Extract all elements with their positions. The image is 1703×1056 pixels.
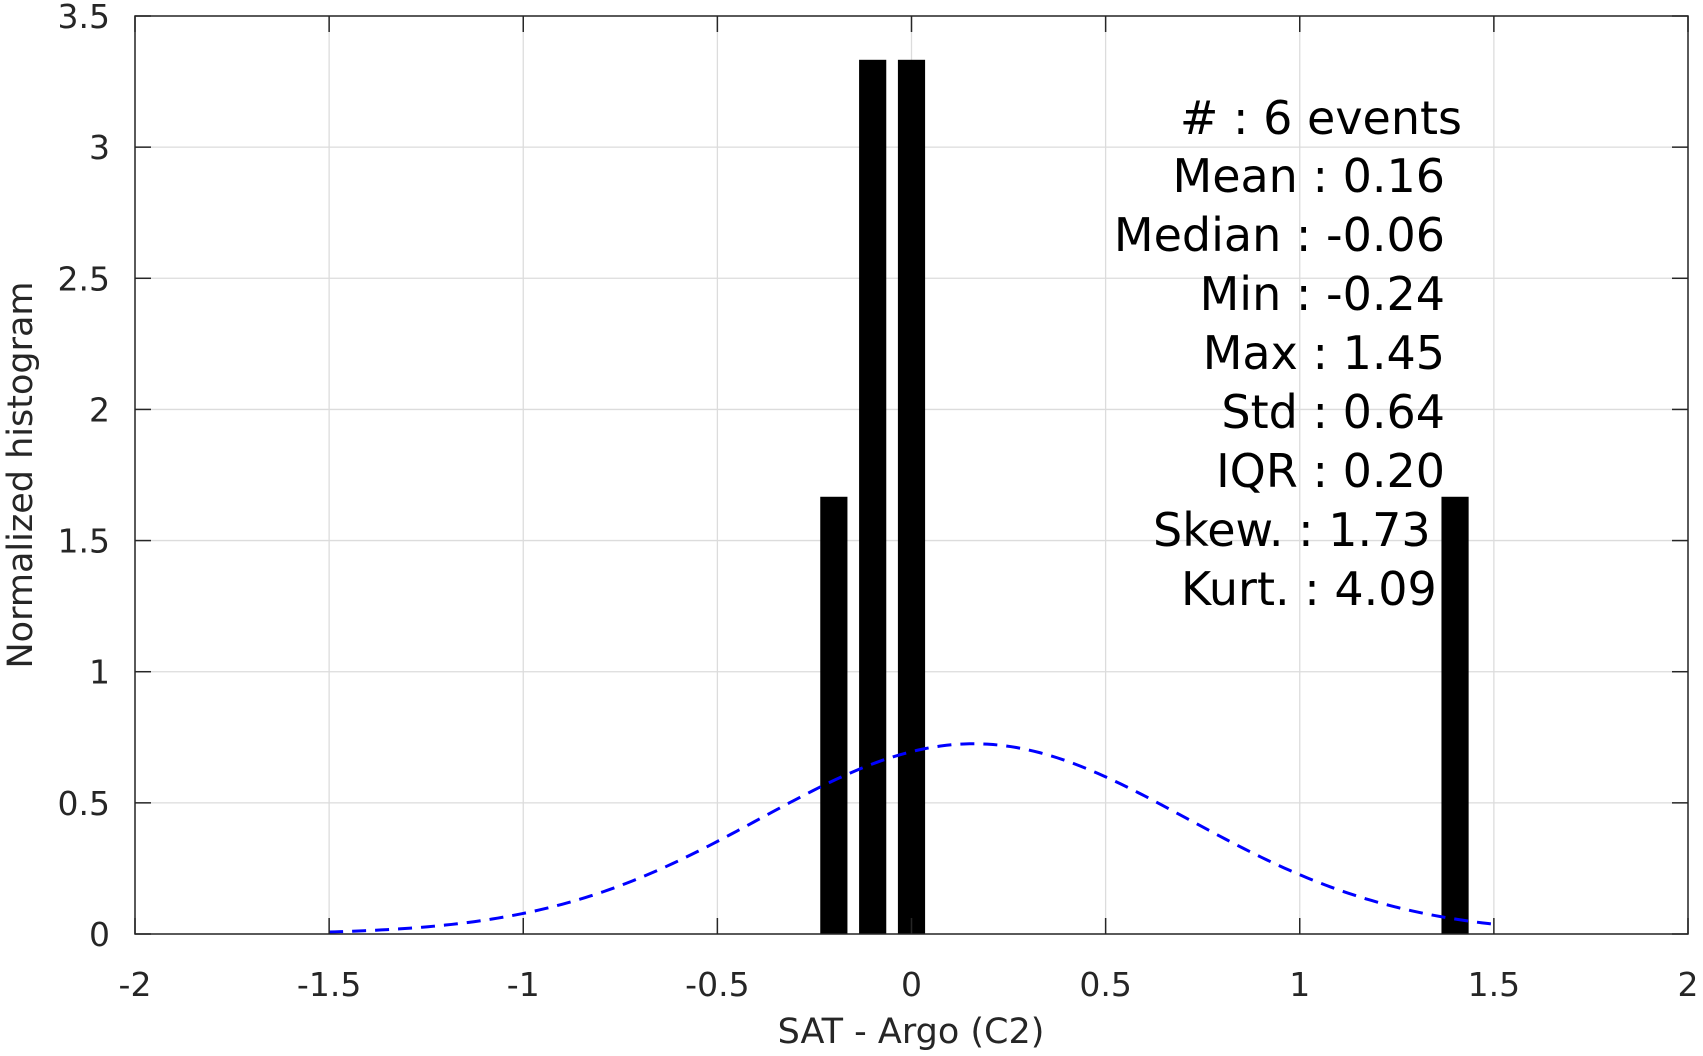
stat-line: Mean : 0.16 xyxy=(1173,149,1446,203)
stat-line: # : 6 events xyxy=(1180,91,1462,145)
y-tick-label: 3.5 xyxy=(58,0,110,36)
normal-fit-curve xyxy=(329,742,1495,934)
y-tick-label: 1 xyxy=(89,653,110,692)
x-tick-label: 1 xyxy=(1289,965,1310,1004)
stat-line: Std : 0.64 xyxy=(1221,385,1445,439)
axis-ticks: -2 -1.5 -1 -0.5 0 0.5 1 1.5 2 0 0.5 1 1.5 2 2.5 3 3.5 xyxy=(58,0,1699,1004)
x-tick-label: -2 xyxy=(119,965,152,1004)
x-tick-label: 1.5 xyxy=(1468,965,1520,1004)
histogram-bar xyxy=(1441,496,1469,934)
stat-line: Skew. : 1.73 xyxy=(1153,503,1431,557)
x-tick-label: -0.5 xyxy=(685,965,749,1004)
y-tick-label: 2 xyxy=(89,390,110,429)
histogram-bars xyxy=(820,59,1469,934)
histogram-bar xyxy=(859,59,887,934)
y-tick-label: 0.5 xyxy=(58,784,110,823)
y-tick-label: 1.5 xyxy=(58,522,110,561)
fit-curve-group xyxy=(329,742,1495,934)
x-tick-label: 2 xyxy=(1678,965,1699,1004)
x-tick-label: -1.5 xyxy=(297,965,361,1004)
y-tick-label: 0 xyxy=(89,915,110,954)
stat-line: Median : -0.06 xyxy=(1114,208,1445,262)
stat-line: Min : -0.24 xyxy=(1200,267,1445,321)
y-tick-label: 3 xyxy=(89,128,110,167)
x-tick-label: -1 xyxy=(507,965,540,1004)
x-tick-label: 0.5 xyxy=(1079,965,1131,1004)
y-tick-label: 2.5 xyxy=(58,259,110,298)
x-tick-label: 0 xyxy=(901,965,922,1004)
x-axis-title: SAT - Argo (C2) xyxy=(778,1012,1045,1052)
y-axis-title: Normalized histogram xyxy=(1,281,41,668)
histogram-bar xyxy=(897,59,926,934)
stat-line: Kurt. : 4.09 xyxy=(1181,562,1437,616)
stat-line: IQR : 0.20 xyxy=(1216,444,1445,498)
stat-line: Max : 1.45 xyxy=(1203,326,1445,380)
histogram-bar xyxy=(820,496,848,934)
